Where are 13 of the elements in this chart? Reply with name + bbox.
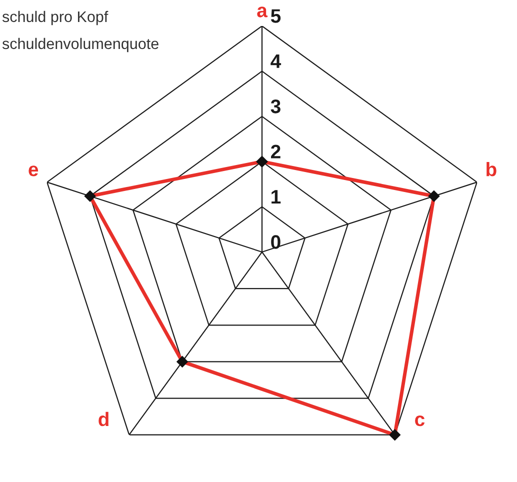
y-tick-label: 0: [271, 235, 280, 249]
y-tick-label: 1: [272, 190, 281, 204]
spoke-label: d: [98, 412, 108, 426]
text: schuldenvolumenquote: [2, 38, 158, 52]
y-tick-label: 5: [270, 9, 281, 23]
text: schuld pro Kopf: [2, 10, 108, 26]
spoke-label: c: [415, 416, 425, 426]
y-tick-label: 2: [271, 144, 280, 158]
y-tick-label: 3: [270, 100, 280, 114]
spoke-label: b: [486, 162, 496, 176]
y-tick-label: 4: [270, 54, 282, 68]
spoke-label: a: [257, 6, 268, 18]
spoke-label: e: [28, 166, 38, 176]
